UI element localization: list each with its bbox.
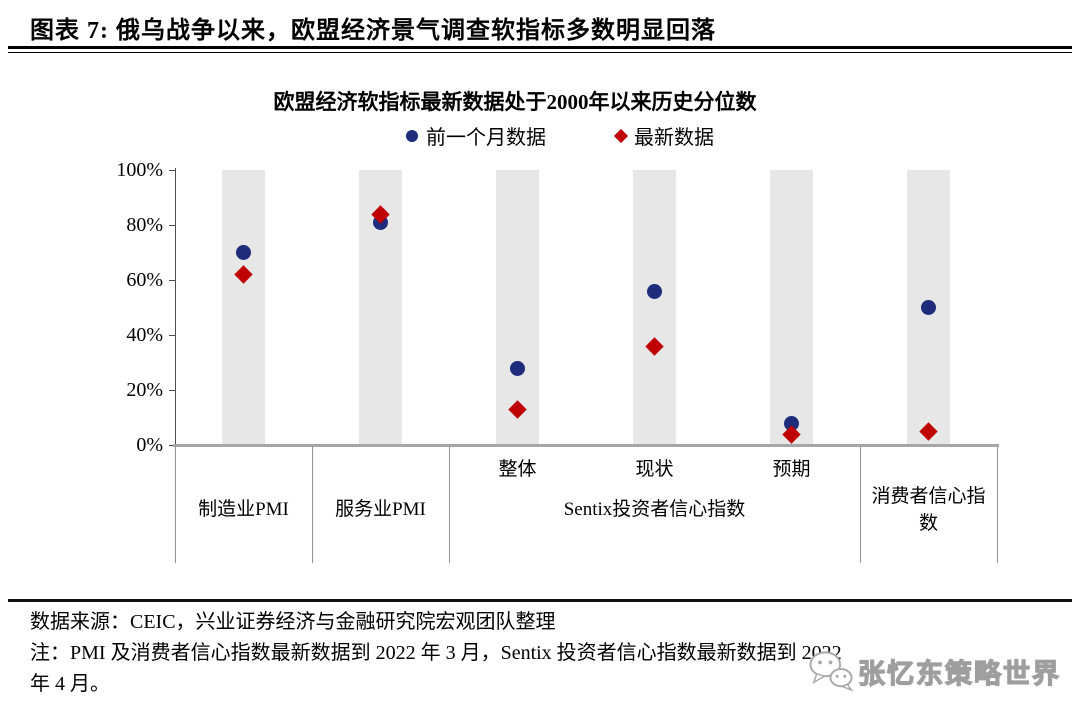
category-sublabel-现状: 现状 xyxy=(635,459,674,480)
y-axis-tick-label: 100% xyxy=(116,159,163,181)
legend-label-latest: 最新数据 xyxy=(634,127,714,149)
y-axis-tick-mark xyxy=(169,445,175,446)
y-axis-tick-mark xyxy=(169,170,175,171)
category-box-divider xyxy=(860,446,861,563)
x-axis-baseline xyxy=(173,443,999,447)
data-point-前一个月数据-Sentix投资者信心指数-整体 xyxy=(510,360,525,376)
footer-rule xyxy=(8,599,1072,602)
category-group-label-制造业PMI: 制造业PMI xyxy=(198,499,289,520)
percentile-range-bar xyxy=(222,170,265,445)
y-axis-tick-mark xyxy=(169,390,175,391)
legend-item-latest: 最新数据 xyxy=(613,121,714,150)
y-axis-tick-label: 40% xyxy=(126,324,163,346)
category-box-divider xyxy=(312,446,313,563)
circle-marker-icon xyxy=(406,129,418,142)
data-source: 数据来源：CEIC，兴业证券经济与金融研究院宏观团队整理 xyxy=(30,611,556,633)
category-box-divider xyxy=(997,446,998,563)
wechat-icon xyxy=(809,651,854,692)
legend-item-previous-month: 前一个月数据 xyxy=(406,121,546,150)
chart-legend: 前一个月数据 最新数据 xyxy=(60,121,1060,150)
percentile-range-bar xyxy=(496,170,539,445)
y-axis-tick-label: 20% xyxy=(126,379,163,401)
category-group-label-服务业PMI: 服务业PMI xyxy=(335,499,426,520)
note-line-2: 年 4 月。 xyxy=(30,673,110,695)
y-axis-tick-label: 60% xyxy=(126,269,163,291)
percentile-range-bar xyxy=(770,170,813,445)
data-point-前一个月数据-Sentix投资者信心指数-现状 xyxy=(647,283,662,299)
percentile-range-bar xyxy=(633,170,676,445)
legend-label-previous-month: 前一个月数据 xyxy=(426,127,546,149)
category-sublabel-预期: 预期 xyxy=(772,459,811,480)
data-point-前一个月数据-制造业PMI xyxy=(236,245,251,260)
watermark-text: 张忆东策略世界 xyxy=(857,658,1061,689)
title-rule-thin xyxy=(8,52,1072,53)
watermark: 张忆东策略世界 xyxy=(808,650,1061,692)
category-sublabel-整体: 整体 xyxy=(498,459,537,480)
category-box-divider xyxy=(449,446,450,563)
category-group-label-Sentix投资者信心指数: Sentix投资者信心指数 xyxy=(563,499,746,520)
title-rule-thick xyxy=(8,46,1072,49)
y-axis-tick-label: 80% xyxy=(126,214,163,236)
y-axis-tick-mark xyxy=(169,335,175,336)
y-axis-tick-mark xyxy=(169,280,175,281)
y-axis-tick-mark xyxy=(169,225,175,226)
y-axis-tick-label: 0% xyxy=(136,434,163,456)
y-axis-line xyxy=(175,168,176,445)
note-line-1: 注：PMI 及消费者信心指数最新数据到 2022 年 3 月，Sentix 投资… xyxy=(30,642,842,664)
data-point-前一个月数据-消费者信心指数 xyxy=(921,300,936,315)
figure-title: 图表 7: 俄乌战争以来，欧盟经济景气调查软指标多数明显回落 xyxy=(30,18,716,44)
category-group-label-消费者信心指数: 消费者信心指数 xyxy=(871,485,986,534)
category-box-divider xyxy=(175,446,176,563)
footer: 数据来源：CEIC，兴业证券经济与金融研究院宏观团队整理 注：PMI 及消费者信… xyxy=(30,607,1050,700)
data-point-前一个月数据-Sentix投资者信心指数-预期 xyxy=(784,415,799,431)
chart-title: 欧盟经济软指标最新数据处于2000年以来历史分位数 xyxy=(273,90,757,114)
